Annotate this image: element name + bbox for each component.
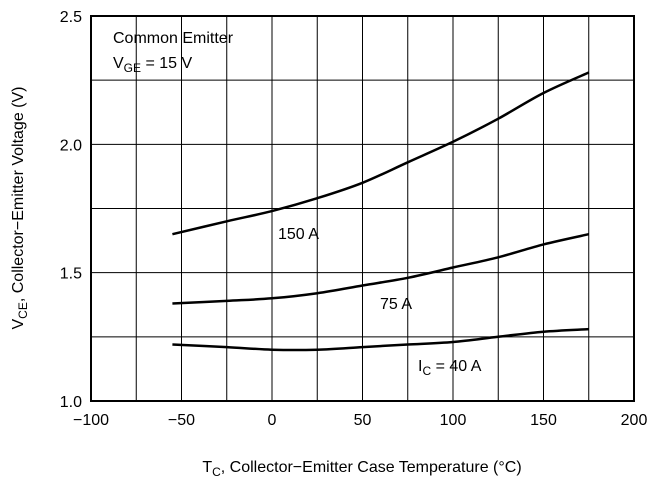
x-tick-label: −50 (168, 412, 195, 429)
x-tick-labels: −100 −50 0 50 100 150 200 (73, 412, 647, 429)
annotation-line2: VGE = 15 V (113, 55, 192, 75)
x-tick-label: −100 (73, 412, 109, 429)
series-label-75a: 75 A (380, 296, 412, 313)
y-tick-labels: 1.0 1.5 2.0 2.5 (60, 9, 82, 411)
series-lines (172, 71, 590, 352)
grid-lines (91, 16, 634, 401)
y-tick-label: 2.0 (60, 137, 82, 154)
x-tick-label: 150 (530, 412, 557, 429)
series-label-150a: 150 A (278, 226, 319, 243)
y-tick-label: 1.0 (60, 394, 82, 411)
x-tick-label: 0 (268, 412, 277, 429)
series-line-75a (172, 232, 590, 305)
x-tick-label: 100 (440, 412, 467, 429)
y-tick-label: 1.5 (60, 266, 82, 283)
plot-frame (90, 15, 635, 402)
y-axis-label: VCE, Collector−Emitter Voltage (V) (10, 87, 30, 330)
x-tick-label: 200 (621, 412, 648, 429)
x-tick-label: 50 (354, 412, 372, 429)
series-line-150a (172, 71, 590, 236)
x-axis-label: TC, Collector−Emitter Case Temperature (… (202, 459, 521, 479)
series-label-40a: IC = 40 A (418, 358, 482, 378)
y-tick-label: 2.5 (60, 9, 82, 26)
series-line-40a (172, 327, 589, 352)
annotation-line1: Common Emitter (113, 30, 234, 47)
